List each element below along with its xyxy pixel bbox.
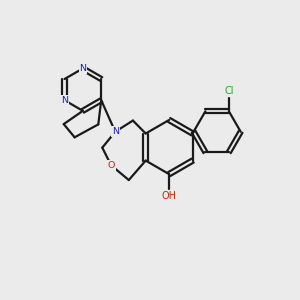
Text: N: N — [80, 64, 86, 73]
Text: N: N — [61, 96, 68, 105]
Text: N: N — [112, 127, 119, 136]
Text: OH: OH — [162, 191, 177, 201]
Text: O: O — [107, 161, 115, 170]
Text: Cl: Cl — [224, 86, 234, 96]
